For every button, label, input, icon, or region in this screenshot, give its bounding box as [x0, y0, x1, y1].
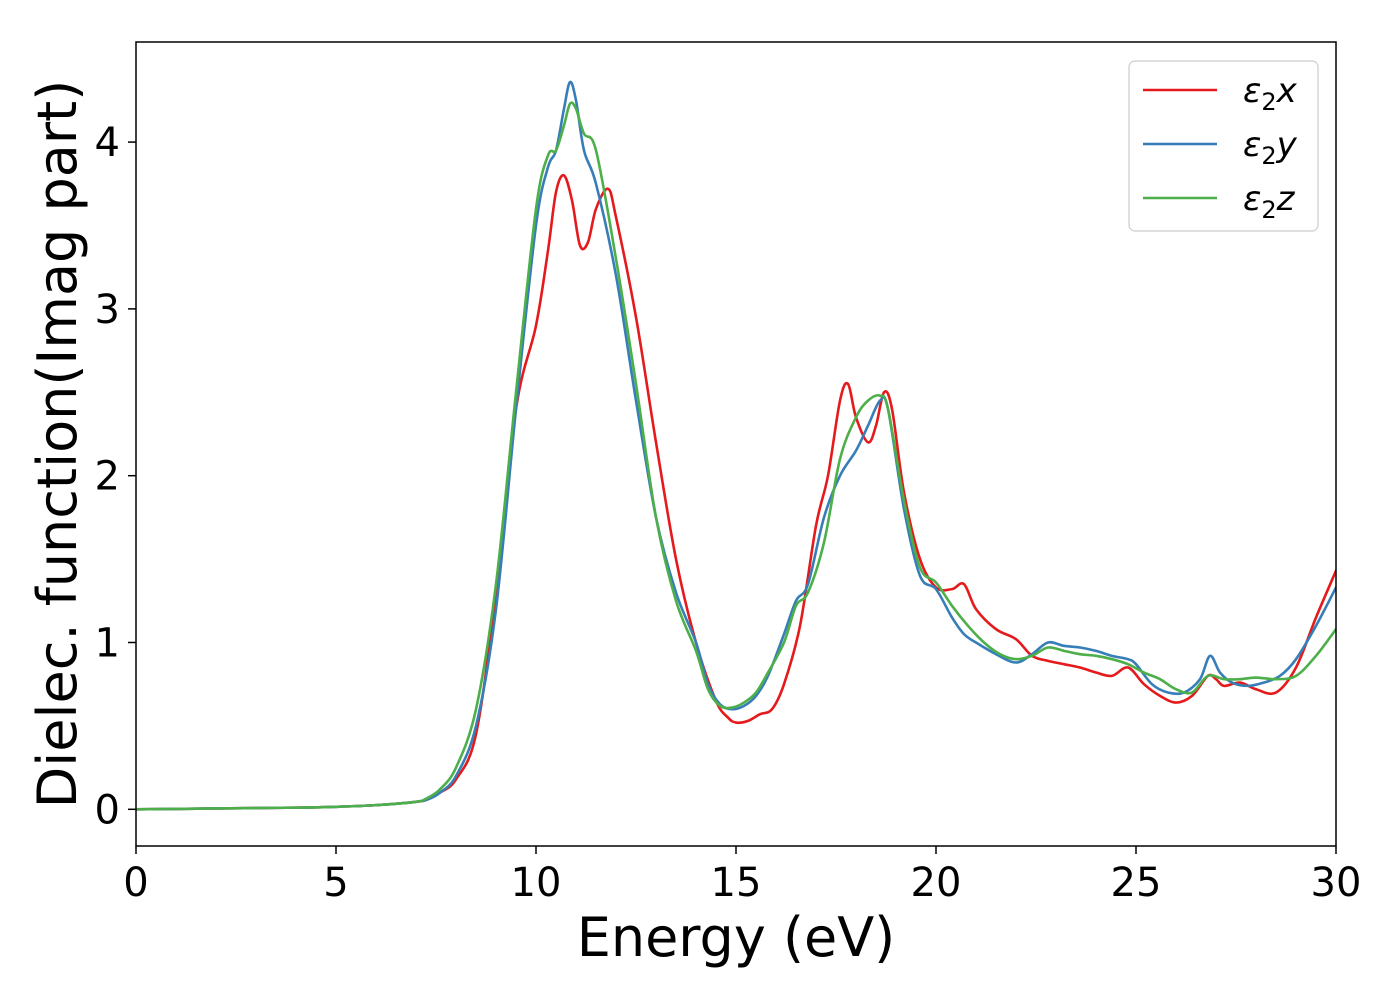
y-axis-label: Dielec. function(Imag part): [26, 80, 89, 809]
x-tick-label: 25: [1111, 860, 1162, 906]
x-tick-label: 20: [911, 860, 962, 906]
legend-label-y: ε2y: [1243, 125, 1298, 170]
x-axis-ticks: 0 5 10 15 20 25 30: [123, 846, 1361, 906]
x-tick-label: 15: [711, 860, 762, 906]
y-tick-label: 3: [95, 287, 120, 333]
legend-label-x: ε2x: [1243, 71, 1298, 116]
y-tick-label: 4: [95, 120, 120, 166]
x-tick-label: 30: [1311, 860, 1362, 906]
y-tick-label: 2: [95, 454, 120, 500]
legend-label-z: ε2z: [1243, 179, 1296, 224]
y-axis-ticks: 0 1 2 3 4: [95, 120, 136, 833]
plot-lines: [136, 80, 1336, 811]
x-axis-label: Energy (eV): [577, 906, 896, 969]
legend-box: [1128, 60, 1319, 232]
x-tick-label: 10: [511, 860, 562, 906]
legend: ε2x ε2y ε2z: [1128, 60, 1319, 232]
y-tick-label: 1: [95, 620, 120, 666]
y-tick-label: 0: [95, 787, 120, 833]
x-tick-label: 5: [323, 860, 348, 906]
series-line-y: [136, 80, 1336, 811]
series-line-z: [136, 101, 1336, 811]
x-tick-label: 0: [123, 860, 148, 906]
